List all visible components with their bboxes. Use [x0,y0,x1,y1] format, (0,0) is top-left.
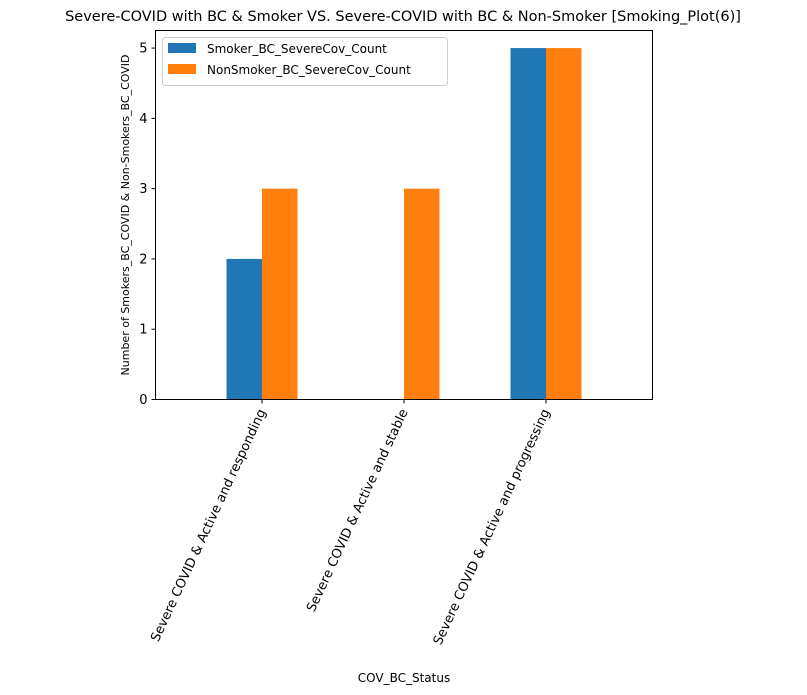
legend-swatch-0 [168,43,196,53]
y-tick-label: 4 [139,112,147,127]
x-tick-label-1: Severe COVID & Active and stable [304,407,411,615]
x-ticks: Severe COVID & Active and responding Seve… [148,399,554,648]
x-axis-label: COV_BC_Status [358,671,450,685]
legend-label-1: NonSmoker_BC_SevereCov_Count [207,63,411,77]
bar-smoker-0 [226,258,262,400]
x-tick-label-2: Severe COVID & Active and progressing [431,407,554,648]
y-tick-label: 1 [139,323,147,338]
y-tick-label: 0 [139,393,147,408]
legend-label-0: Smoker_BC_SevereCov_Count [207,42,387,56]
y-tick-label: 5 [139,42,147,57]
legend-box [162,37,448,86]
legend: Smoker_BC_SevereCov_Count NonSmoker_BC_Se… [162,37,448,86]
legend-swatch-1 [168,64,196,74]
y-axis-label: Number of Smokers_BC_COVID & Non-Smokers… [119,55,132,376]
bar-nonsmoker-0 [262,188,298,400]
y-tick-label: 2 [139,252,147,267]
legend-items: Smoker_BC_SevereCov_Count NonSmoker_BC_Se… [168,42,411,77]
x-tick-label-0: Severe COVID & Active and responding [148,407,269,644]
bars-group [226,48,582,400]
bar-nonsmoker-2 [546,48,582,400]
y-ticks: 0 1 2 3 4 5 [139,42,156,408]
chart-title: Severe-COVID with BC & Smoker VS. Severe… [65,9,741,25]
plot-area: 0 1 2 3 4 5 Severe COVID & Active and respond… [139,30,653,648]
bar-smoker-2 [510,48,546,400]
y-tick-label: 3 [139,182,147,197]
bar-nonsmoker-1 [404,188,440,400]
